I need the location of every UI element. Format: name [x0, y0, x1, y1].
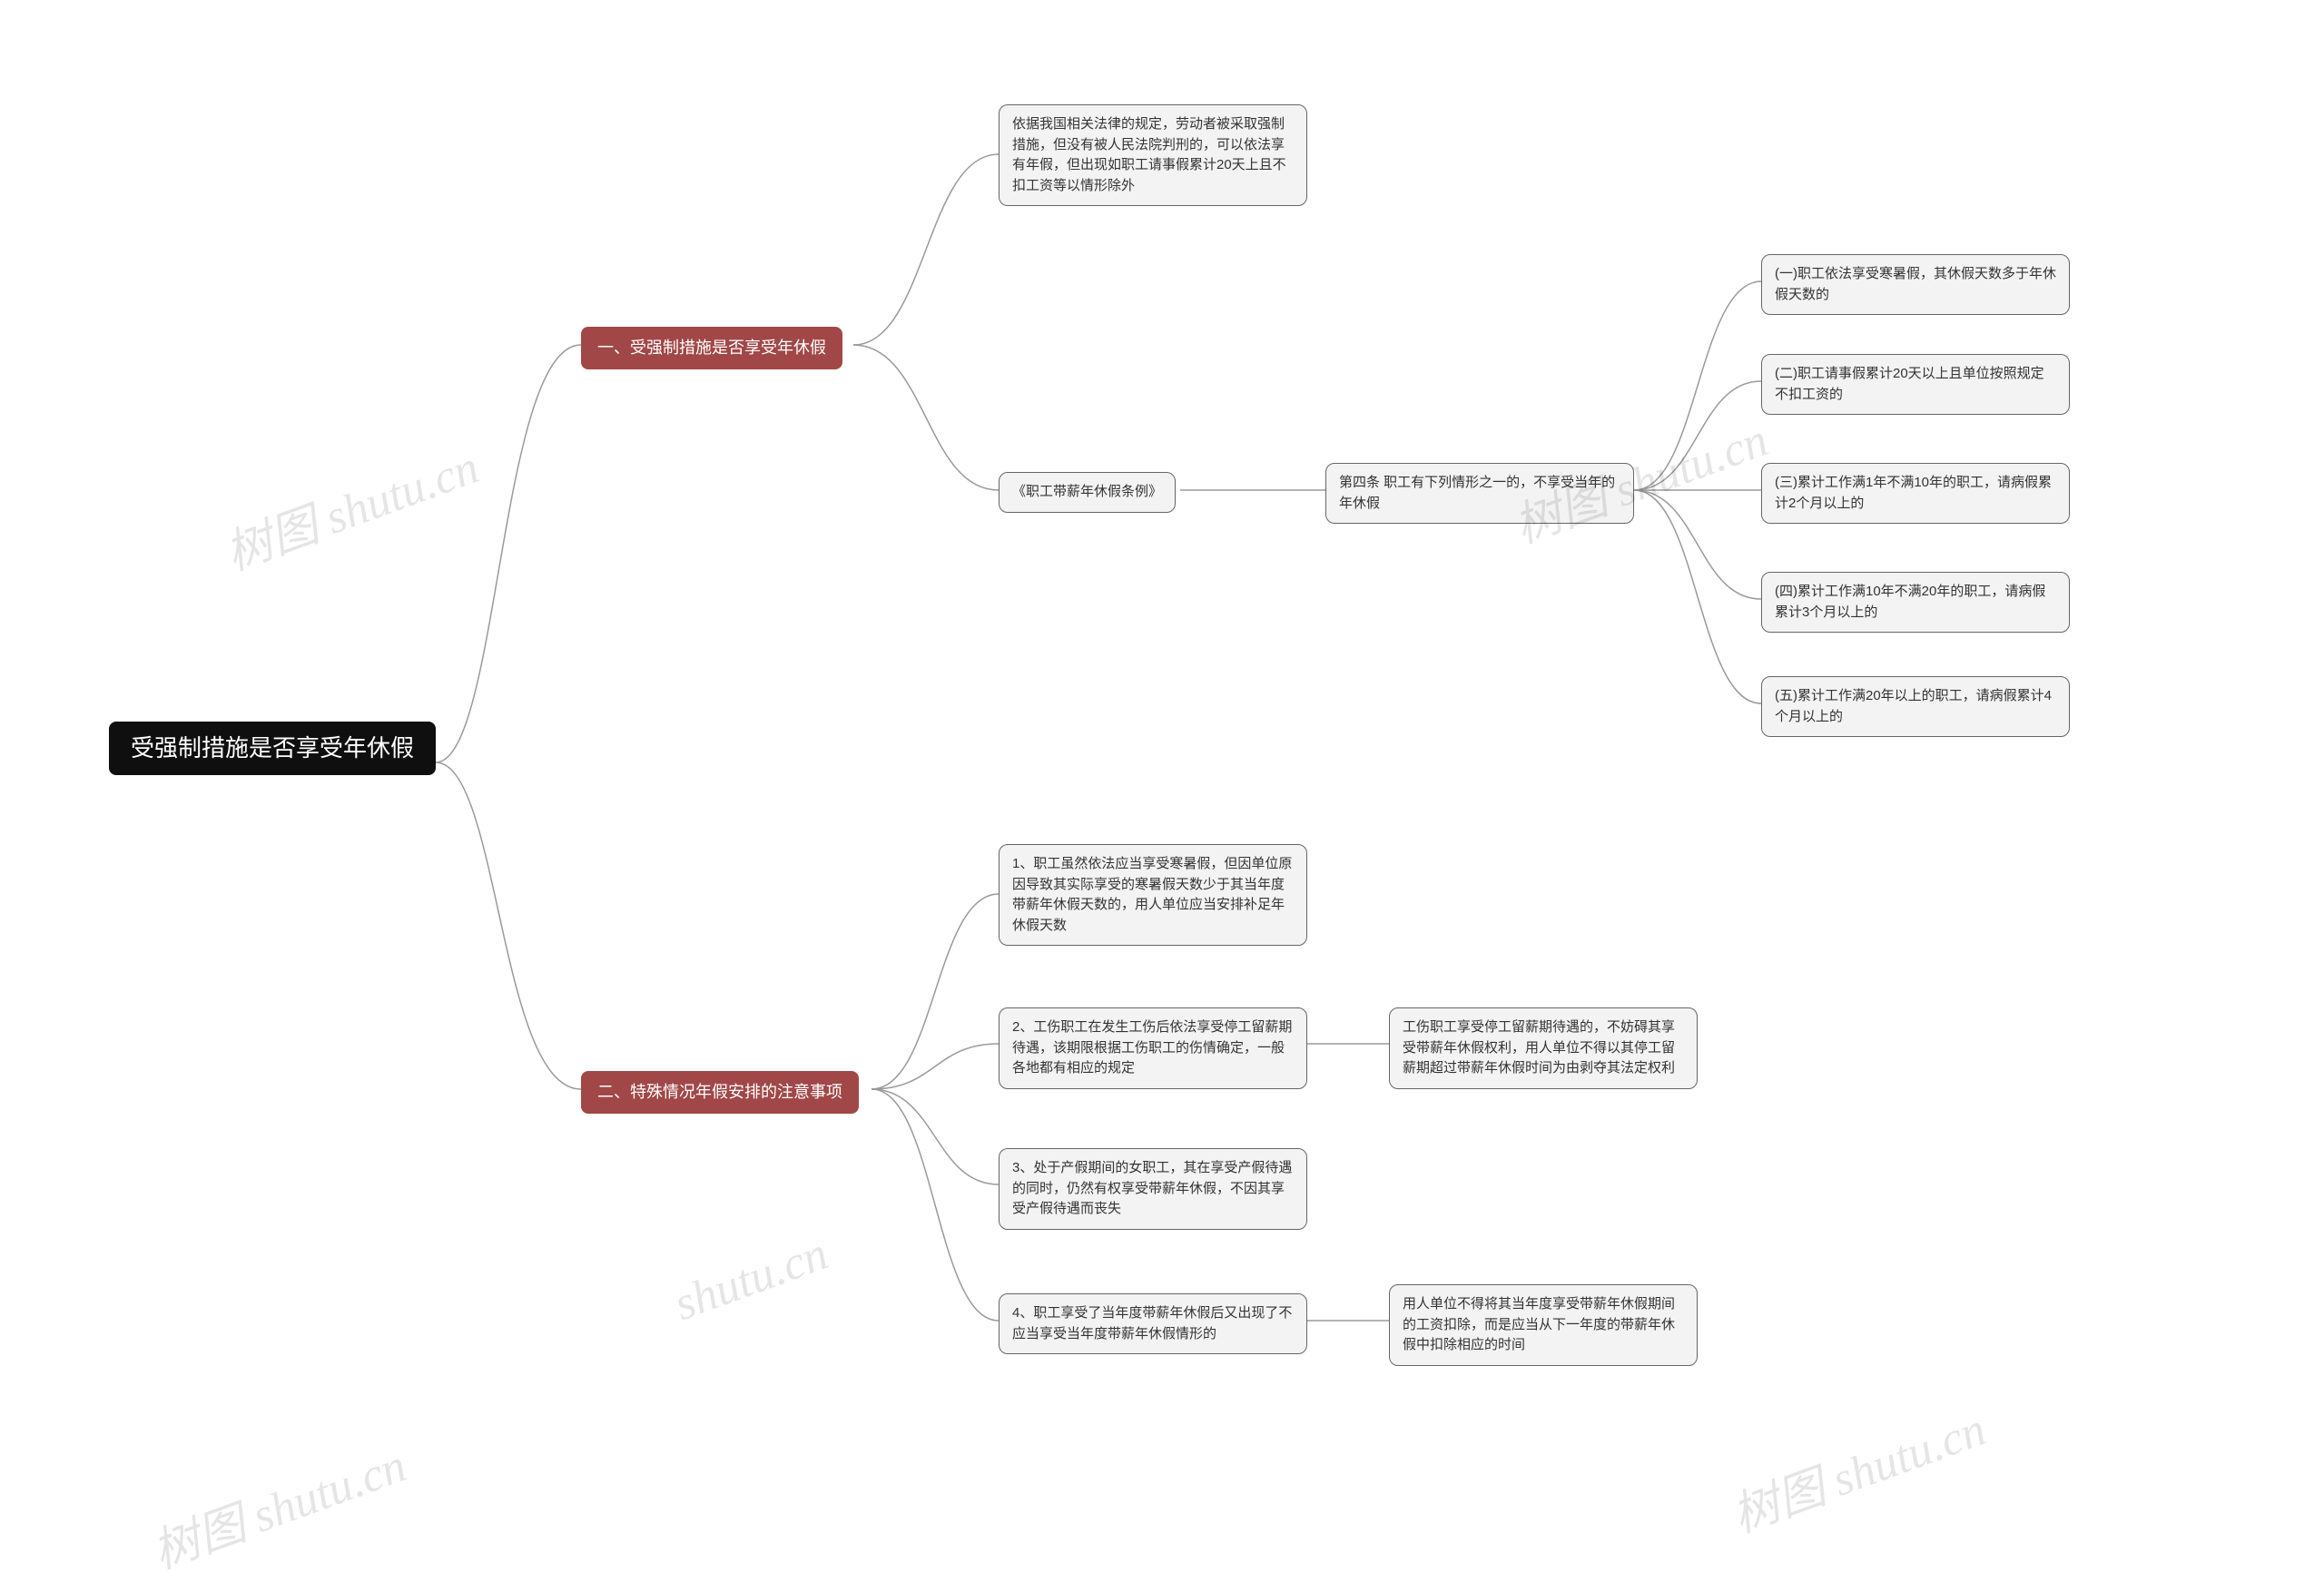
grand-4: (四)累计工作满10年不满20年的职工，请病假累计3个月以上的: [1761, 572, 2070, 633]
grand-1: (一)职工依法享受寒暑假，其休假天数多于年休假天数的: [1761, 254, 2070, 315]
b1c1-text: 依据我国相关法律的规定，劳动者被采取强制措施，但没有被人民法院判刑的，可以依法享…: [1012, 114, 1294, 196]
grand-3: (三)累计工作满1年不满10年的职工，请病假累计2个月以上的: [1761, 463, 2070, 524]
branch-2: 二、特殊情况年假安排的注意事项: [581, 1071, 859, 1114]
g3-text: (三)累计工作满1年不满10年的职工，请病假累计2个月以上的: [1775, 473, 2056, 514]
b1-child-1: 依据我国相关法律的规定，劳动者被采取强制措施，但没有被人民法院判刑的，可以依法享…: [999, 104, 1307, 206]
root-node: 受强制措施是否享受年休假: [109, 722, 436, 775]
watermark: 树图 shutu.cn: [142, 1427, 414, 1581]
g5-text: (五)累计工作满20年以上的职工，请病假累计4个月以上的: [1775, 686, 2056, 727]
g4-text: (四)累计工作满10年不满20年的职工，请病假累计3个月以上的: [1775, 582, 2056, 623]
grand-2: (二)职工请事假累计20天以上且单位按照规定不扣工资的: [1761, 354, 2070, 415]
b1-child-2: 《职工带薪年休假条例》: [999, 472, 1176, 513]
b1c2-child: 第四条 职工有下列情形之一的，不享受当年的年休假: [1325, 463, 1634, 524]
b2c2-text: 2、工伤职工在发生工伤后依法享受停工留薪期待遇，该期限根据工伤职工的伤情确定，一…: [1012, 1017, 1294, 1079]
b2c3-text: 3、处于产假期间的女职工，其在享受产假待遇的同时，仍然有权享受带薪年休假，不因其…: [1012, 1158, 1294, 1220]
watermark: shutu.cn: [667, 1227, 834, 1331]
g1-text: (一)职工依法享受寒暑假，其休假天数多于年休假天数的: [1775, 264, 2056, 305]
b2c2-child: 工伤职工享受停工留薪期待遇的，不妨碍其享受带薪年休假权利，用人单位不得以其停工留…: [1389, 1007, 1698, 1089]
branch-1: 一、受强制措施是否享受年休假: [581, 327, 842, 369]
watermark: 树图 shutu.cn: [1721, 1390, 1994, 1545]
b2-child-4: 4、职工享受了当年度带薪年休假后又出现了不应当享受当年度带薪年休假情形的: [999, 1293, 1307, 1354]
b2-child-2: 2、工伤职工在发生工伤后依法享受停工留薪期待遇，该期限根据工伤职工的伤情确定，一…: [999, 1007, 1307, 1089]
watermark: 树图 shutu.cn: [214, 428, 487, 583]
b2c4-child: 用人单位不得将其当年度享受带薪年休假期间的工资扣除，而是应当从下一年度的带薪年休…: [1389, 1284, 1698, 1366]
b1c2a-text: 第四条 职工有下列情形之一的，不享受当年的年休假: [1339, 473, 1620, 514]
branch-2-text: 二、特殊情况年假安排的注意事项: [597, 1080, 842, 1105]
b1c2-text: 《职工带薪年休假条例》: [1012, 482, 1162, 503]
b2-child-3: 3、处于产假期间的女职工，其在享受产假待遇的同时，仍然有权享受带薪年休假，不因其…: [999, 1148, 1307, 1230]
b2c4-text: 4、职工享受了当年度带薪年休假后又出现了不应当享受当年度带薪年休假情形的: [1012, 1303, 1294, 1344]
b2c4a-text: 用人单位不得将其当年度享受带薪年休假期间的工资扣除，而是应当从下一年度的带薪年休…: [1403, 1294, 1684, 1356]
b2c2a-text: 工伤职工享受停工留薪期待遇的，不妨碍其享受带薪年休假权利，用人单位不得以其停工留…: [1403, 1017, 1684, 1079]
g2-text: (二)职工请事假累计20天以上且单位按照规定不扣工资的: [1775, 364, 2056, 405]
grand-5: (五)累计工作满20年以上的职工，请病假累计4个月以上的: [1761, 676, 2070, 737]
root-text: 受强制措施是否享受年休假: [131, 731, 414, 766]
b2-child-1: 1、职工虽然依法应当享受寒暑假，但因单位原因导致其实际享受的寒暑假天数少于其当年…: [999, 844, 1307, 946]
branch-1-text: 一、受强制措施是否享受年休假: [597, 336, 826, 360]
b2c1-text: 1、职工虽然依法应当享受寒暑假，但因单位原因导致其实际享受的寒暑假天数少于其当年…: [1012, 854, 1294, 936]
